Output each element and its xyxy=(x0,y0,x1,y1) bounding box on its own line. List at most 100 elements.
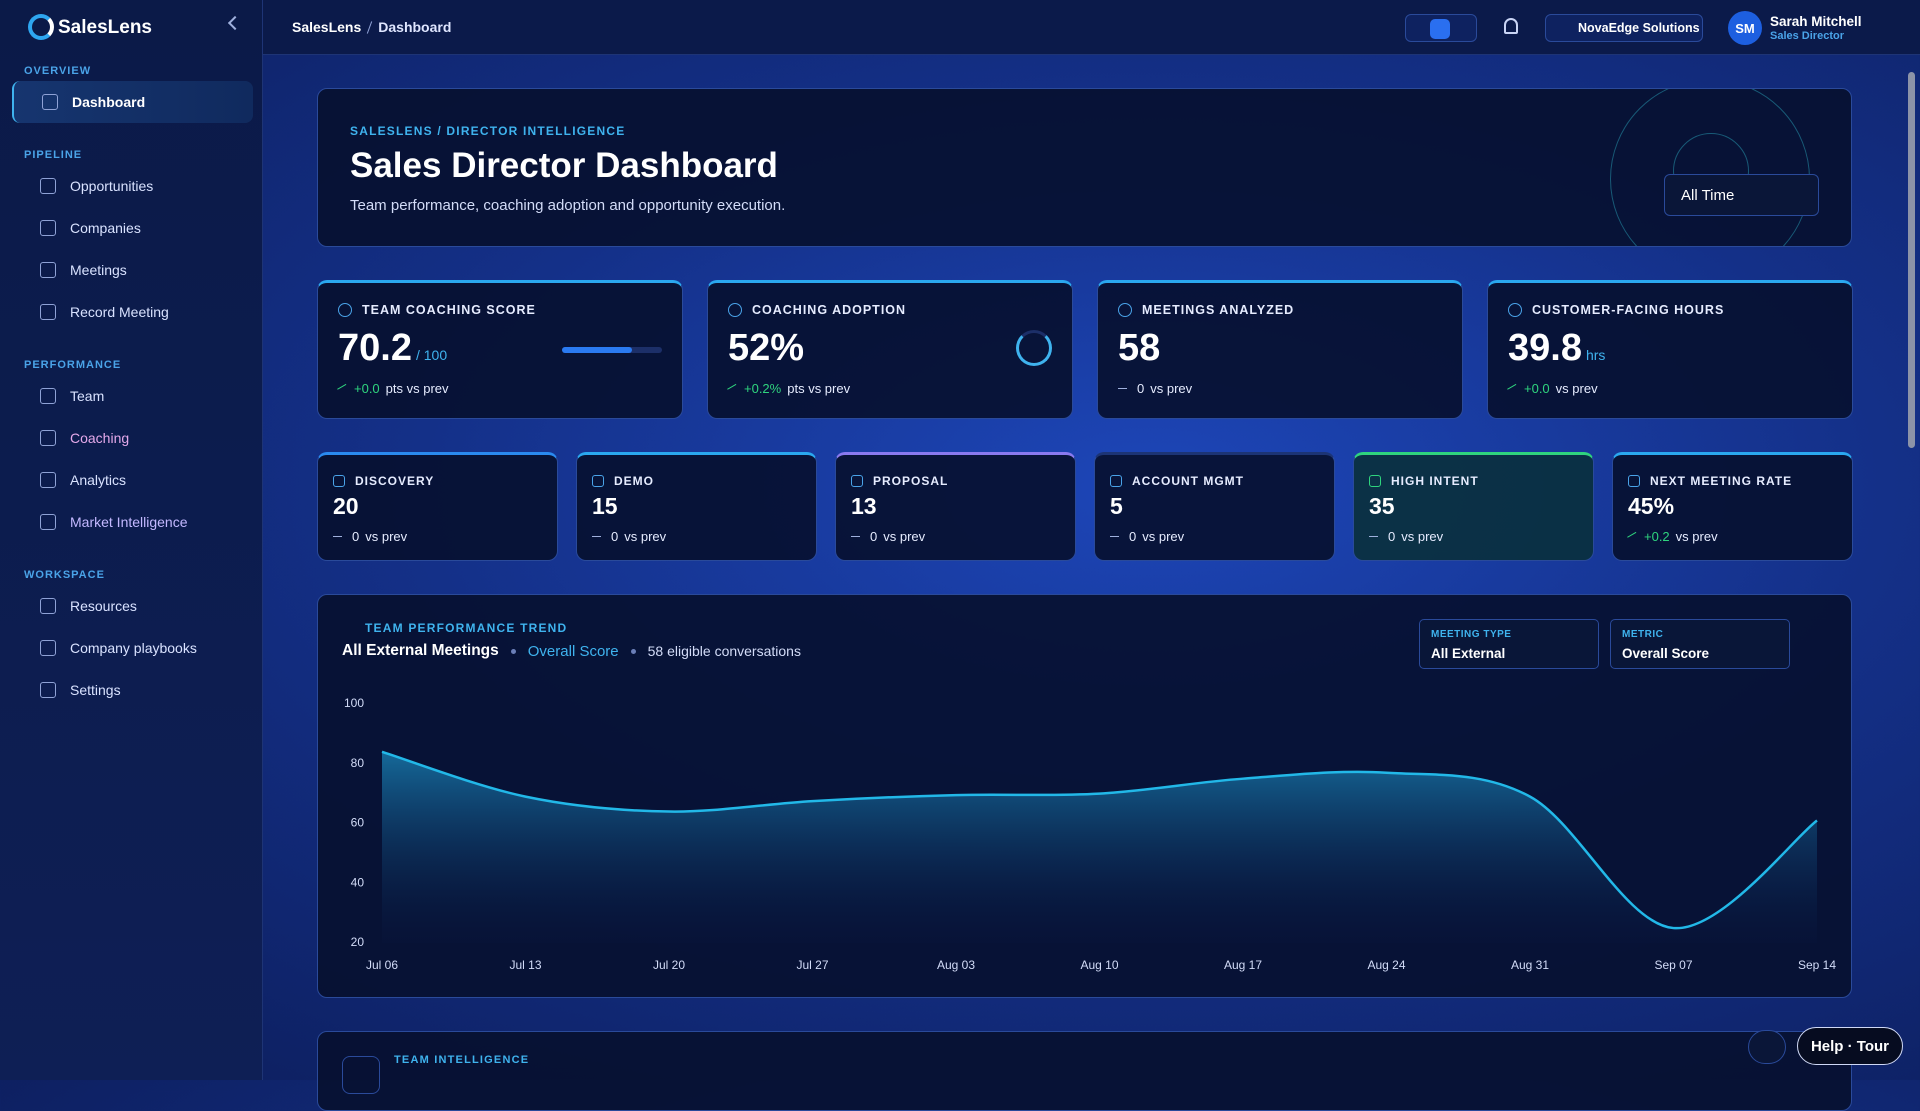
delta-icon xyxy=(851,535,860,538)
delta-icon xyxy=(1110,535,1119,538)
nav-label: Analytics xyxy=(70,472,127,488)
nav-item[interactable]: Meetings xyxy=(12,249,253,291)
theme-dark[interactable] xyxy=(1430,19,1450,39)
team-icon xyxy=(342,1056,380,1094)
filter-select[interactable]: METRIC Overall Score xyxy=(1610,619,1790,669)
nav: OVERVIEW Dashboard PIPELINE Opportunities Co… xyxy=(0,55,263,711)
delta-suffix: vs prev xyxy=(1150,381,1193,396)
nav-item[interactable]: Analytics xyxy=(12,459,253,501)
stage-value: 13 xyxy=(851,493,877,519)
delta-value: 0 xyxy=(870,529,878,544)
help-tour[interactable]: Help · Tour xyxy=(1797,1027,1903,1065)
stage-icon xyxy=(1628,475,1640,487)
kpi-delta: +0.0 pts vs prev xyxy=(337,381,449,396)
nav-label: Meetings xyxy=(70,262,127,278)
collapse-button[interactable] xyxy=(227,15,243,31)
nav-item[interactable]: Company playbooks xyxy=(12,627,253,669)
nav-icon xyxy=(40,640,56,656)
delta-suffix: vs prev xyxy=(1142,529,1185,544)
delta-suffix: pts vs prev xyxy=(385,381,449,396)
filter-value: Overall Score xyxy=(1622,646,1710,661)
breadcrumb: SalesLens Dashboard xyxy=(292,19,451,35)
nav-item[interactable]: Dashboard xyxy=(12,81,253,123)
stage-card: DEMO 15 0 vs prev xyxy=(576,452,817,561)
nav-label: Team xyxy=(70,388,105,404)
scrollbar[interactable] xyxy=(1906,56,1916,1080)
stage-card: DISCOVERY 20 0 vs prev xyxy=(317,452,558,561)
nav-item[interactable]: Market Intelligence xyxy=(12,501,253,543)
user-role: Sales Director xyxy=(1770,30,1844,42)
chart-note: 58 eligible conversations xyxy=(647,643,801,659)
nav-label: Companies xyxy=(70,220,141,236)
scroll-thumb[interactable] xyxy=(1908,72,1915,448)
stage-card: PROPOSAL 13 0 vs prev xyxy=(835,452,1076,561)
nav-icon xyxy=(40,388,56,404)
stage-label: HIGH INTENT xyxy=(1391,474,1479,488)
kpi-label: TEAM COACHING SCORE xyxy=(362,303,536,317)
nav-label: Market Intelligence xyxy=(70,514,188,530)
stage-icon xyxy=(333,475,345,487)
hero-title: Sales Director Dashboard xyxy=(350,146,778,185)
progress-bar xyxy=(562,347,633,353)
delta-icon xyxy=(727,383,739,394)
theme-toggle[interactable] xyxy=(1405,14,1477,42)
kpi-value: 39.8 xyxy=(1508,327,1582,369)
delta-icon xyxy=(1118,387,1127,390)
crumb[interactable]: Dashboard xyxy=(378,19,452,35)
kpi-label: CUSTOMER-FACING HOURS xyxy=(1532,303,1725,317)
delta-suffix: vs prev xyxy=(1401,529,1444,544)
stage-label: ACCOUNT MGMT xyxy=(1132,474,1244,488)
nav-item[interactable]: Record Meeting xyxy=(12,291,253,333)
stage-card: ACCOUNT MGMT 5 0 vs prev xyxy=(1094,452,1335,561)
report-button[interactable] xyxy=(1748,1030,1786,1064)
notifications[interactable] xyxy=(1504,18,1518,34)
delta-value: +0.0 xyxy=(354,381,380,396)
chart-heading: All External Meetings Overall Score 58 e… xyxy=(342,642,801,660)
avatar[interactable]: SM xyxy=(1728,11,1762,45)
delta-suffix: vs prev xyxy=(1555,381,1598,396)
filter-value: All External xyxy=(1431,646,1506,661)
kpi-card: CUSTOMER-FACING HOURS 39.8 hrs +0.0 vs prev xyxy=(1487,280,1853,419)
nav-icon xyxy=(42,94,58,110)
chart-metric: Overall Score xyxy=(527,642,619,660)
stage-icon xyxy=(592,475,604,487)
kpi-icon xyxy=(338,303,352,317)
kpi-value: 52% xyxy=(728,327,805,369)
kpi-value: 58 xyxy=(1118,327,1161,369)
stage-delta: 0 vs prev xyxy=(333,529,407,544)
dot xyxy=(510,648,516,654)
nav-item[interactable]: Companies xyxy=(12,207,253,249)
nav-item[interactable]: Settings xyxy=(12,669,253,711)
delta-icon xyxy=(1507,383,1519,394)
crumb[interactable]: SalesLens xyxy=(292,19,362,35)
nav-item[interactable]: Coaching xyxy=(12,417,253,459)
stage-icon xyxy=(851,475,863,487)
stage-icon xyxy=(1110,475,1122,487)
nav-section: OVERVIEW xyxy=(24,65,92,77)
range-select[interactable]: All Time xyxy=(1664,174,1819,216)
delta-icon xyxy=(1369,535,1378,538)
filter-select[interactable]: MEETING TYPE All External xyxy=(1419,619,1599,669)
kpi-delta: 0 vs prev xyxy=(1118,381,1192,396)
delta-suffix: vs prev xyxy=(365,529,408,544)
kpi-value-row: 70.2/ 100 xyxy=(338,327,447,370)
stage-icon xyxy=(1369,475,1381,487)
stage-card: NEXT MEETING RATE 45% +0.2 vs prev xyxy=(1612,452,1853,561)
nav-label: Resources xyxy=(70,598,137,614)
stage-value: 35 xyxy=(1369,493,1395,519)
nav-item[interactable]: Resources xyxy=(12,585,253,627)
hero-eyebrow: SALESLENS / DIRECTOR INTELLIGENCE xyxy=(350,124,626,138)
stage-value: 45% xyxy=(1628,493,1675,519)
delta-suffix: vs prev xyxy=(624,529,667,544)
nav-icon xyxy=(40,430,56,446)
kpi-icon xyxy=(1118,303,1132,317)
brand[interactable]: SalesLens xyxy=(58,17,152,38)
nav-item[interactable]: Team xyxy=(12,375,253,417)
org-switcher[interactable]: NovaEdge Solutions xyxy=(1545,14,1703,42)
team-eyebrow: TEAM INTELLIGENCE xyxy=(394,1054,530,1066)
nav-icon xyxy=(40,682,56,698)
nav-item[interactable]: Opportunities xyxy=(12,165,253,207)
stage-delta: +0.2 vs prev xyxy=(1627,529,1718,544)
stage-delta: 0 vs prev xyxy=(851,529,925,544)
nav-icon xyxy=(40,262,56,278)
